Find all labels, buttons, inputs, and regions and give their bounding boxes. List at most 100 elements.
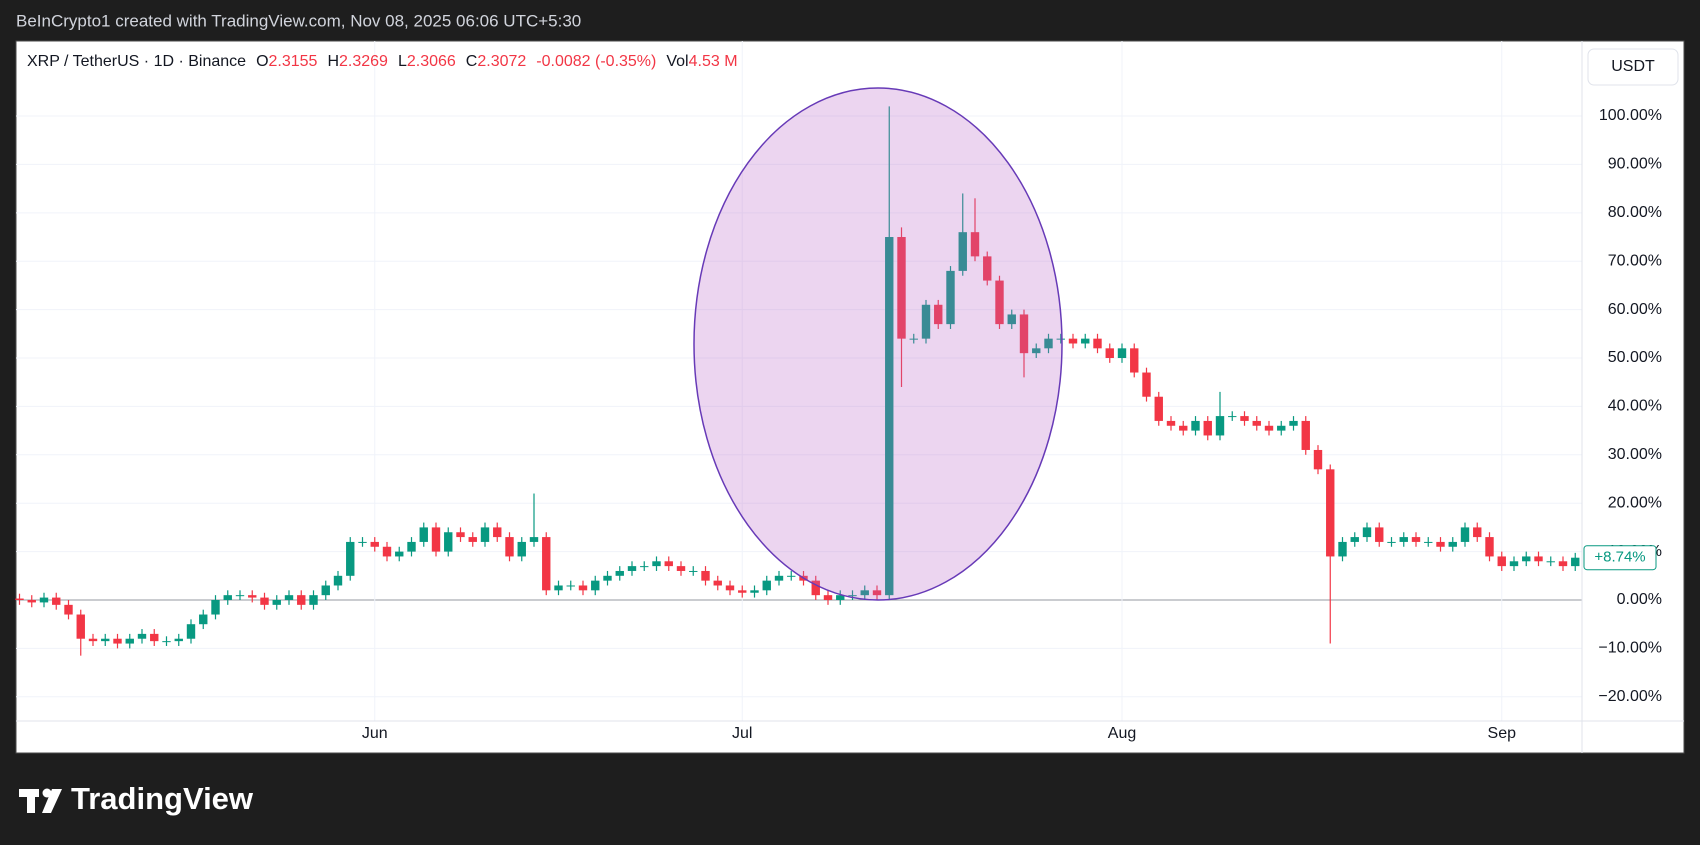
candle-body [713, 580, 722, 586]
candle-body [1485, 537, 1494, 557]
candle-body [1473, 527, 1482, 538]
candle-body [39, 597, 49, 603]
candle-body [1068, 338, 1078, 344]
candle-body [137, 633, 147, 639]
y-tick-label: 40.00% [1608, 398, 1662, 415]
candle-body [554, 585, 563, 591]
axis: 100.00% 90.00% 80.00% 70.00% 60.00% 50.00% 40.… [16, 41, 1684, 753]
candle-body [468, 537, 477, 542]
candle-body [1350, 537, 1359, 542]
candle-body [934, 304, 943, 325]
grid [16, 41, 1582, 721]
y-tick-label: 0.00% [1617, 591, 1662, 608]
candle-body [603, 575, 612, 581]
candle-body [431, 527, 441, 552]
candle-body [321, 585, 330, 596]
candle-body [946, 270, 955, 325]
candle-body [860, 590, 869, 596]
candle-body [1215, 416, 1225, 436]
brand-logo [19, 788, 62, 813]
ohlc-value: 2.3269 [339, 53, 388, 70]
y-tick-label: 20.00% [1608, 494, 1662, 511]
candle-body [652, 561, 661, 567]
ohlc-value: 2.3155 [268, 53, 318, 70]
chart-frame [15, 40, 1685, 754]
ohlc-value: 2.3066 [406, 53, 456, 70]
candle-body [1252, 420, 1261, 426]
candle-body [309, 595, 318, 605]
candle-body [823, 595, 833, 601]
candle-body [517, 541, 526, 557]
candle-body [970, 232, 980, 257]
y-tick-label: 50.00% [1608, 349, 1662, 366]
candle-body [101, 638, 110, 642]
candle-body [627, 566, 637, 571]
candle-body [272, 600, 281, 605]
candle-body [370, 541, 379, 547]
y-tick-label: 80.00% [1608, 204, 1662, 221]
x-tick-label: Aug [1108, 725, 1136, 742]
ohlc-key: H [327, 53, 340, 70]
candle-body [1362, 527, 1372, 538]
candle-body [186, 624, 196, 639]
candle-body [1117, 348, 1127, 359]
candle-body [174, 638, 183, 642]
candle-body [1424, 541, 1433, 543]
candle-body [480, 527, 490, 542]
candle-body [260, 597, 269, 605]
brand-name: TradingView [71, 781, 254, 816]
candle-body [382, 546, 392, 557]
y-tick-label: 70.00% [1608, 252, 1662, 269]
candle-body [444, 532, 453, 552]
candle-body [591, 580, 600, 591]
candle-body [1142, 372, 1151, 397]
candle-body [995, 280, 1004, 325]
candle-body [1509, 561, 1519, 567]
candle-body [346, 541, 355, 576]
candle-body [664, 561, 673, 567]
candle-body [76, 614, 85, 639]
currency-label[interactable]: USDT [1611, 58, 1655, 75]
candle-body [578, 585, 588, 591]
candle-body [395, 551, 404, 557]
vol-key: Vol [666, 53, 689, 70]
candle-body [836, 595, 845, 601]
candle-body [1154, 396, 1163, 421]
candle-body [983, 256, 992, 281]
last-value-label: +8.74% [1594, 549, 1645, 566]
candle-body [1387, 541, 1396, 543]
ohlc-key: L [397, 53, 407, 70]
candle-body [529, 537, 539, 542]
candle-body [872, 590, 882, 596]
y-tick-label: 100.00% [1599, 107, 1662, 124]
x-tick-label: Sep [1488, 725, 1517, 742]
candle-body [235, 595, 245, 597]
candle-body [223, 595, 232, 601]
candle-body [1032, 348, 1041, 354]
change: -0.0082 (-0.35%) [536, 53, 657, 70]
candle-body [885, 237, 894, 596]
candle-body [615, 570, 624, 576]
candle-body [725, 585, 735, 591]
candle-body [1191, 420, 1200, 431]
candle-body [407, 541, 416, 552]
candle-body [1497, 556, 1506, 567]
candle-body [848, 595, 857, 597]
candle-body [738, 590, 747, 593]
candle-body [1326, 469, 1335, 557]
candle-body [1130, 348, 1139, 373]
header-title: BeInCrypto1 created with TradingView.com… [16, 11, 581, 30]
candle-body [1338, 541, 1347, 557]
last-value-box [1583, 545, 1657, 571]
candle-body [1546, 561, 1555, 563]
candle-body [762, 580, 771, 591]
candle-body [701, 570, 710, 581]
currency-button[interactable] [1587, 48, 1679, 86]
candle-body [958, 232, 967, 271]
candle-body [15, 598, 24, 601]
y-tick-label: −20.00% [1598, 688, 1662, 705]
candle-body [1228, 416, 1237, 418]
candle-body [456, 532, 465, 538]
